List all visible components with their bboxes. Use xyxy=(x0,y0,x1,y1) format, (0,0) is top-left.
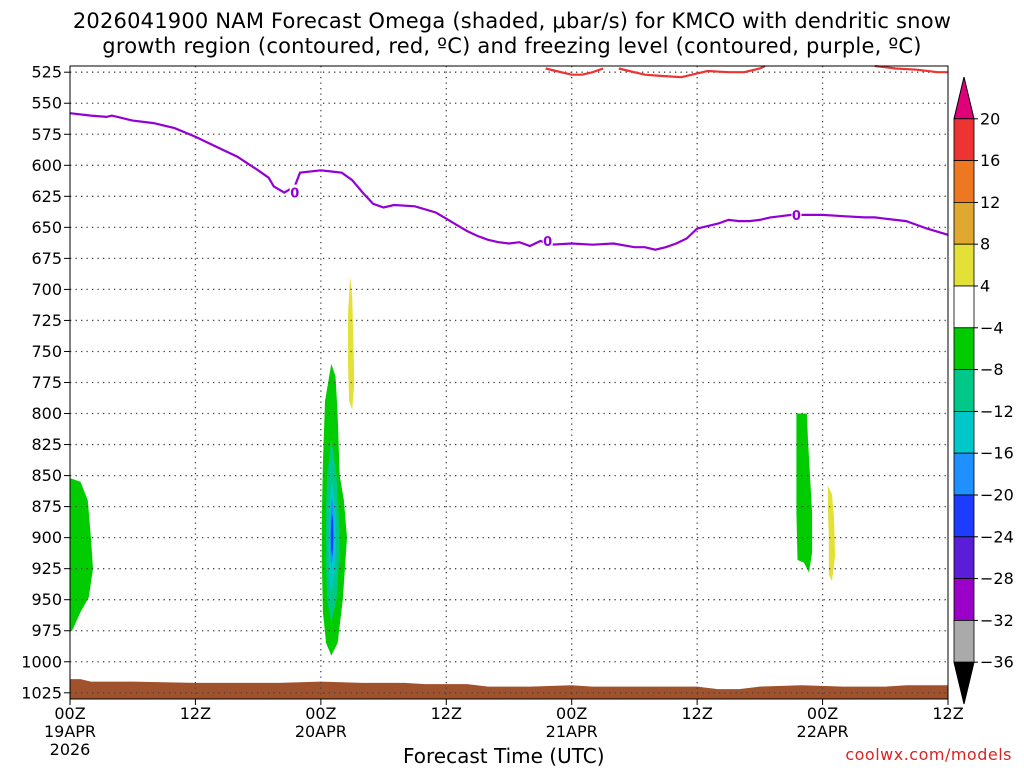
colorbar-label-13: −36 xyxy=(980,653,1014,672)
y-tick-label-1025: 1025 xyxy=(21,683,62,702)
freezing-label-bg-1 xyxy=(542,233,553,249)
colorbar-swatch-10 xyxy=(953,494,975,538)
y-tick-label-775: 775 xyxy=(31,373,62,392)
y-tick-label-625: 625 xyxy=(31,187,62,206)
colorbar-label-11: −28 xyxy=(980,569,1014,588)
omega-region-8 xyxy=(827,485,836,582)
y-tick-label-850: 850 xyxy=(31,466,62,485)
source-credit[interactable]: coolwx.com/models xyxy=(845,745,1012,764)
x-tick-date-0: 19APR xyxy=(44,722,96,741)
dgz-contour-2 xyxy=(874,64,948,74)
colorbar-label-7: −12 xyxy=(980,402,1014,421)
y-tick-label-525: 525 xyxy=(31,63,62,82)
x-tick-label-2: 00Z xyxy=(305,704,336,723)
y-tick-label-700: 700 xyxy=(31,280,62,299)
y-tick-label-1000: 1000 xyxy=(21,652,62,671)
y-axis: 525 550 575 600 625 650 675 700 725 750 775 800 825 8… xyxy=(21,63,70,702)
colorbar-swatch-8 xyxy=(953,410,975,454)
colorbar-label-9: −20 xyxy=(980,486,1014,505)
surface-terrain xyxy=(70,679,948,699)
dgz-contour-1 xyxy=(618,65,766,79)
omega-region-6 xyxy=(348,277,355,410)
y-tick-label-575: 575 xyxy=(31,125,62,144)
colorbar-swatch-9 xyxy=(953,452,975,496)
x-axis-label: Forecast Time (UTC) xyxy=(403,744,605,768)
y-tick-label-825: 825 xyxy=(31,435,62,454)
colorbar-top-arrow xyxy=(953,76,975,120)
x-tick-label-0: 00Z xyxy=(54,704,85,723)
colorbar-swatch-4 xyxy=(953,243,975,287)
freezing-label-0: 0 xyxy=(290,187,299,202)
freezing-level-line xyxy=(69,112,949,251)
chart-title-line-1: 2026041900 NAM Forecast Omega (shaded, μ… xyxy=(72,9,952,33)
y-tick-label-650: 650 xyxy=(31,218,62,237)
freezing-label-bg-2 xyxy=(791,206,802,222)
omega-region-5 xyxy=(330,512,334,557)
colorbar-swatch-13 xyxy=(953,620,975,663)
colorbar-swatch-1 xyxy=(953,118,975,162)
colorbar-label-4: 4 xyxy=(980,277,990,296)
x-tick-label-4: 00Z xyxy=(556,704,587,723)
colorbar-label-8: −16 xyxy=(980,444,1014,463)
y-tick-label-725: 725 xyxy=(31,311,62,330)
x-tick-date-6: 22APR xyxy=(797,722,849,741)
x-tick-label-3: 12Z xyxy=(431,704,462,723)
x-tick-label-6: 00Z xyxy=(807,704,838,723)
colorbar-swatch-12 xyxy=(953,578,975,621)
x-tick-date-2: 20APR xyxy=(295,722,347,741)
colorbar-label-3: 8 xyxy=(980,235,990,254)
colorbar-label-2: 12 xyxy=(980,193,1000,212)
dgz-contour-0 xyxy=(545,67,604,76)
colorbar-swatch-2 xyxy=(953,160,975,203)
omega-shading xyxy=(70,277,836,656)
x-tick-label-5: 12Z xyxy=(681,704,712,723)
y-tick-label-925: 925 xyxy=(31,559,62,578)
contours: 0 0 0 xyxy=(69,64,949,251)
colorbar-bottom-arrow xyxy=(953,661,975,705)
y-tick-label-800: 800 xyxy=(31,404,62,423)
y-tick-label-550: 550 xyxy=(31,94,62,113)
colorbar-label-12: −32 xyxy=(980,611,1014,630)
chart-title-line-2: growth region (contoured, red, ºC) and f… xyxy=(102,34,922,58)
freezing-label-bg-0 xyxy=(289,184,300,200)
colorbar-swatch-3 xyxy=(953,201,975,245)
colorbar-label-10: −24 xyxy=(980,527,1014,546)
y-tick-label-950: 950 xyxy=(31,590,62,609)
y-tick-label-875: 875 xyxy=(31,497,62,516)
omega-region-0 xyxy=(70,478,93,631)
grid-lines xyxy=(70,66,948,699)
omega-region-7 xyxy=(796,413,813,573)
x-tick-label-7: 12Z xyxy=(932,704,963,723)
x-tick-label-1: 12Z xyxy=(180,704,211,723)
y-tick-label-675: 675 xyxy=(31,249,62,268)
freezing-label-2: 0 xyxy=(792,209,801,224)
colorbar-swatch-6 xyxy=(953,327,975,370)
colorbar: 20 16 12 8 4 −4 −8 −12 −16 −20 −24 −28 −32 −36 xyxy=(953,76,1014,705)
colorbar-label-1: 16 xyxy=(980,151,1000,170)
y-tick-label-975: 975 xyxy=(31,621,62,640)
x-tick-date-4: 21APR xyxy=(546,722,598,741)
x-tick-year-0: 2026 xyxy=(50,740,91,759)
colorbar-swatch-5 xyxy=(953,285,975,329)
colorbar-label-0: 20 xyxy=(980,109,1000,128)
terrain-fill xyxy=(70,679,948,699)
colorbar-label-5: −4 xyxy=(980,318,1004,337)
colorbar-label-6: −8 xyxy=(980,360,1004,379)
y-tick-label-900: 900 xyxy=(31,528,62,547)
freezing-label-1: 0 xyxy=(543,235,552,250)
y-tick-label-750: 750 xyxy=(31,342,62,361)
y-tick-label-600: 600 xyxy=(31,156,62,175)
colorbar-swatch-11 xyxy=(953,536,975,579)
plot-frame xyxy=(69,65,949,700)
colorbar-swatch-7 xyxy=(953,369,975,412)
